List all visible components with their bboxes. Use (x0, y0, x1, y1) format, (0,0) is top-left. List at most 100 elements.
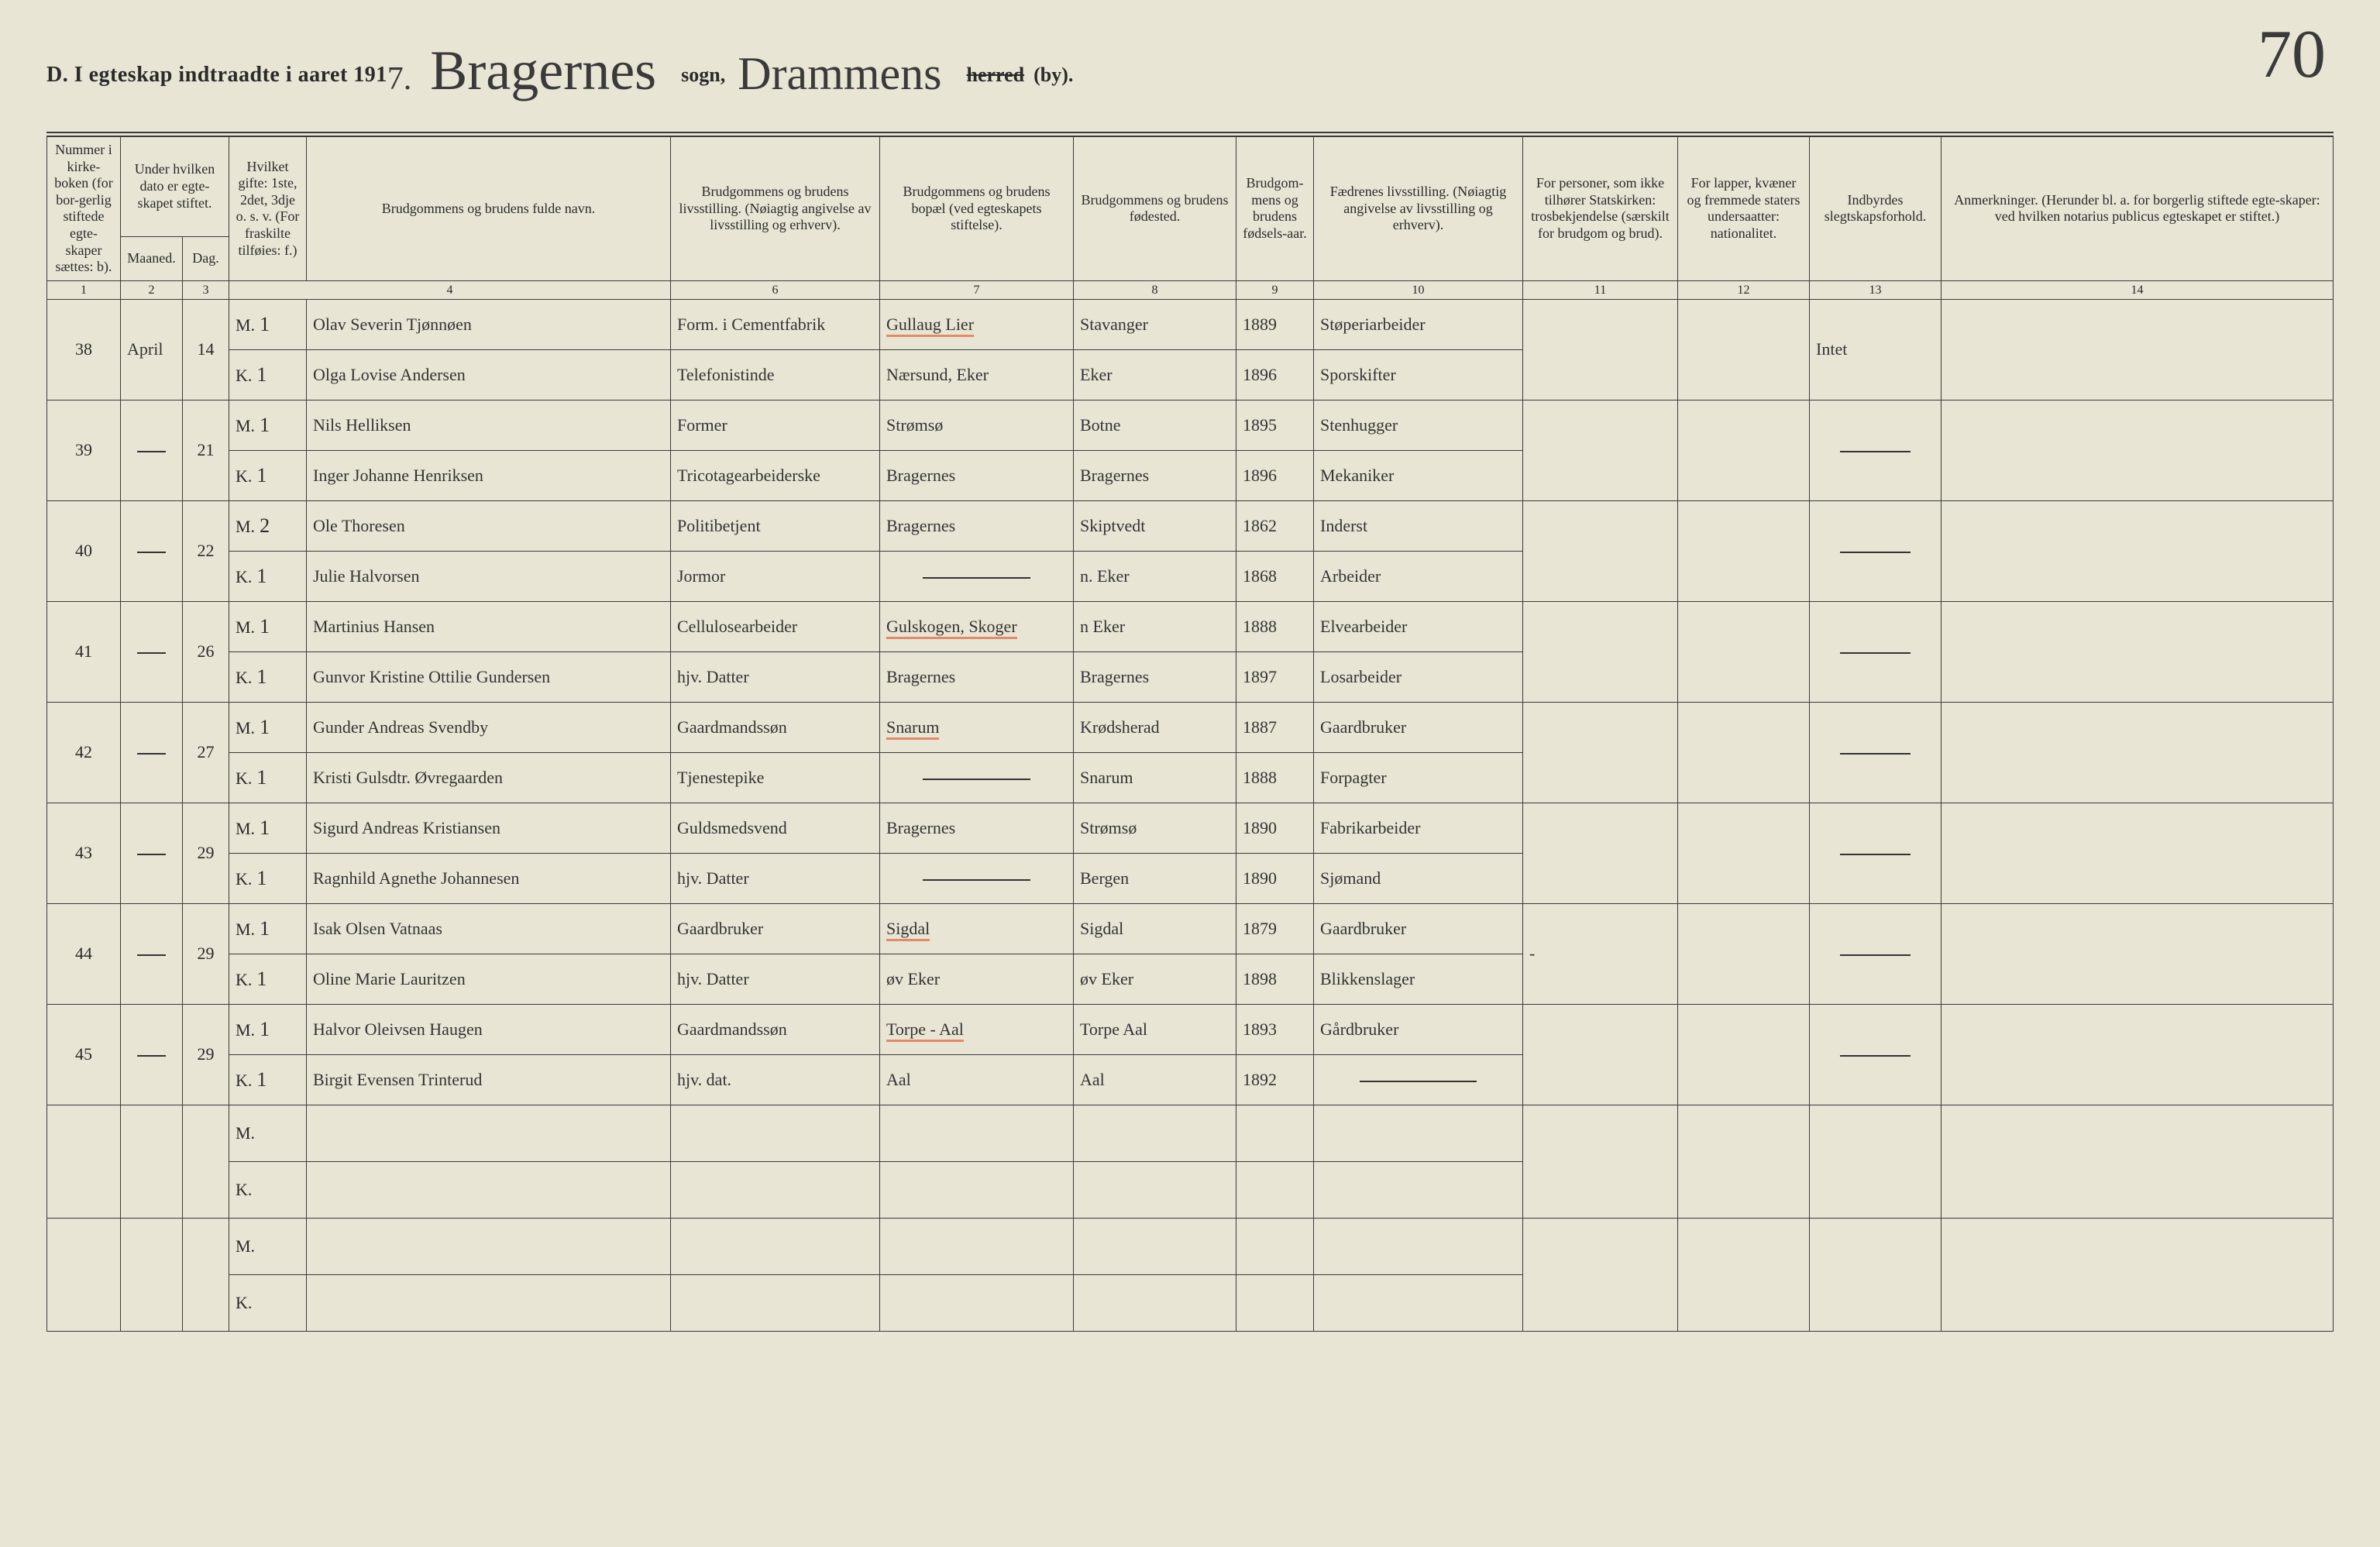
birthplace-cell: Botne (1074, 400, 1236, 450)
col-header: Indbyrdes slegtskapsforhold. (1810, 137, 1941, 281)
name-cell: Kristi Gulsdtr. Øvregaarden (307, 752, 671, 803)
birthplace-cell: n Eker (1074, 601, 1236, 651)
col-header: For personer, som ikke tilhører Statskir… (1523, 137, 1678, 281)
father-occ-cell: Inderst (1314, 500, 1523, 551)
record-number: 38 (47, 299, 121, 400)
name-cell: Ragnhild Agnethe Johannesen (307, 853, 671, 903)
record-number: 39 (47, 400, 121, 500)
col-header: For lapper, kvæner og fremmede staters u… (1678, 137, 1810, 281)
mk-cell-k: K.1 (229, 853, 307, 903)
birthplace-cell: Sigdal (1074, 903, 1236, 954)
confession-cell (1523, 803, 1678, 903)
father-occ-cell: Sporskifter (1314, 349, 1523, 400)
col-header: Nummer i kirke-boken (for bor-gerlig sti… (47, 137, 121, 281)
mk-cell-k: K.1 (229, 349, 307, 400)
col-num: 6 (671, 280, 880, 299)
mk-cell-m: M.1 (229, 400, 307, 450)
remarks-cell (1941, 400, 2334, 500)
name-cell: Gunvor Kristine Ottilie Gundersen (307, 651, 671, 702)
birthyear-cell: 1890 (1236, 853, 1314, 903)
remarks-cell (1941, 1004, 2334, 1105)
name-cell: Isak Olsen Vatnaas (307, 903, 671, 954)
birthyear-cell: 1895 (1236, 400, 1314, 450)
birthyear-cell: 1868 (1236, 551, 1314, 601)
col-num: 8 (1074, 280, 1236, 299)
day-cell: 29 (183, 1004, 229, 1105)
mk-cell-k: K.1 (229, 651, 307, 702)
col-header: Brudgommens og brudens bopæl (ved egtesk… (880, 137, 1074, 281)
col-header: Anmerkninger. (Herunder bl. a. for borge… (1941, 137, 2334, 281)
record-row-m: 39 21 M.1 Nils Helliksen Former Strømsø … (47, 400, 2334, 450)
father-occ-cell: Gaardbruker (1314, 702, 1523, 752)
confession-cell (1523, 400, 1678, 500)
kinship-cell (1810, 601, 1941, 702)
birthyear-cell: 1896 (1236, 349, 1314, 400)
remarks-cell (1941, 702, 2334, 803)
birthplace-cell: Bergen (1074, 853, 1236, 903)
occupation-cell: Gaardmandssøn (671, 702, 880, 752)
col-num: 12 (1678, 280, 1810, 299)
col-header: Hvilket gifte: 1ste, 2det, 3dje o. s. v.… (229, 137, 307, 281)
month-cell (121, 803, 183, 903)
herred-label-strike: herred (967, 64, 1025, 86)
nationality-cell (1678, 702, 1810, 803)
mk-cell-k: K.1 (229, 1054, 307, 1105)
birthplace-cell: Stavanger (1074, 299, 1236, 349)
month-cell (121, 1004, 183, 1105)
mk-cell-m: M.1 (229, 903, 307, 954)
father-occ-cell: Støperiarbeider (1314, 299, 1523, 349)
occupation-cell: Form. i Cementfabrik (671, 299, 880, 349)
month-cell (121, 500, 183, 601)
table-body: 38 April 14 M.1 Olav Severin Tjønnøen Fo… (47, 299, 2334, 1331)
name-cell: Birgit Evensen Trinterud (307, 1054, 671, 1105)
col-header: Brudgom-mens og brudens fødsels-aar. (1236, 137, 1314, 281)
birthplace-cell: Strømsø (1074, 803, 1236, 853)
mk-cell-m: M.1 (229, 803, 307, 853)
rule-top-1 (46, 132, 2334, 133)
confession-cell (1523, 601, 1678, 702)
col-num: 1 (47, 280, 121, 299)
father-occ-cell (1314, 1054, 1523, 1105)
day-cell: 21 (183, 400, 229, 500)
father-occ-cell: Mekaniker (1314, 450, 1523, 500)
mk-cell-k: K. (229, 1161, 307, 1218)
name-cell: Martinius Hansen (307, 601, 671, 651)
residence-cell (880, 551, 1074, 601)
occupation-cell: Telefonistinde (671, 349, 880, 400)
table-head: Nummer i kirke-boken (for bor-gerlig sti… (47, 137, 2334, 300)
birthplace-cell: Krødsherad (1074, 702, 1236, 752)
name-cell: Ole Thoresen (307, 500, 671, 551)
nationality-cell (1678, 299, 1810, 400)
kinship-cell (1810, 400, 1941, 500)
col-num: 7 (880, 280, 1074, 299)
column-number-row: 1 2 3 4 6 7 8 9 10 11 12 13 14 (47, 280, 2334, 299)
mk-cell-k: K.1 (229, 954, 307, 1004)
occupation-cell: hjv. Datter (671, 954, 880, 1004)
empty-row-m: M. (47, 1218, 2334, 1274)
record-number: 42 (47, 702, 121, 803)
record-number: 45 (47, 1004, 121, 1105)
birthyear-cell: 1898 (1236, 954, 1314, 1004)
nationality-cell (1678, 803, 1810, 903)
record-row-m: 44 29 M.1 Isak Olsen Vatnaas Gaardbruker… (47, 903, 2334, 954)
nationality-cell (1678, 1004, 1810, 1105)
birthyear-cell: 1879 (1236, 903, 1314, 954)
residence-cell: Bragernes (880, 450, 1074, 500)
birthyear-cell: 1896 (1236, 450, 1314, 500)
father-occ-cell: Losarbeider (1314, 651, 1523, 702)
record-row-m: 43 29 M.1 Sigurd Andreas Kristiansen Gul… (47, 803, 2334, 853)
mk-cell-k: K. (229, 1274, 307, 1331)
birthyear-cell: 1888 (1236, 601, 1314, 651)
sogn-label: sogn, (681, 64, 725, 86)
occupation-cell: Gaardmandssøn (671, 1004, 880, 1054)
residence-cell: Gulskogen, Skoger (880, 601, 1074, 651)
nationality-cell (1678, 400, 1810, 500)
mk-cell-m: M.1 (229, 299, 307, 349)
day-cell: 26 (183, 601, 229, 702)
remarks-cell (1941, 903, 2334, 1004)
residence-cell: Snarum (880, 702, 1074, 752)
col-num: 13 (1810, 280, 1941, 299)
mk-cell-m: M. (229, 1105, 307, 1161)
herred-value: Drammens (738, 48, 941, 99)
birthyear-cell: 1890 (1236, 803, 1314, 853)
